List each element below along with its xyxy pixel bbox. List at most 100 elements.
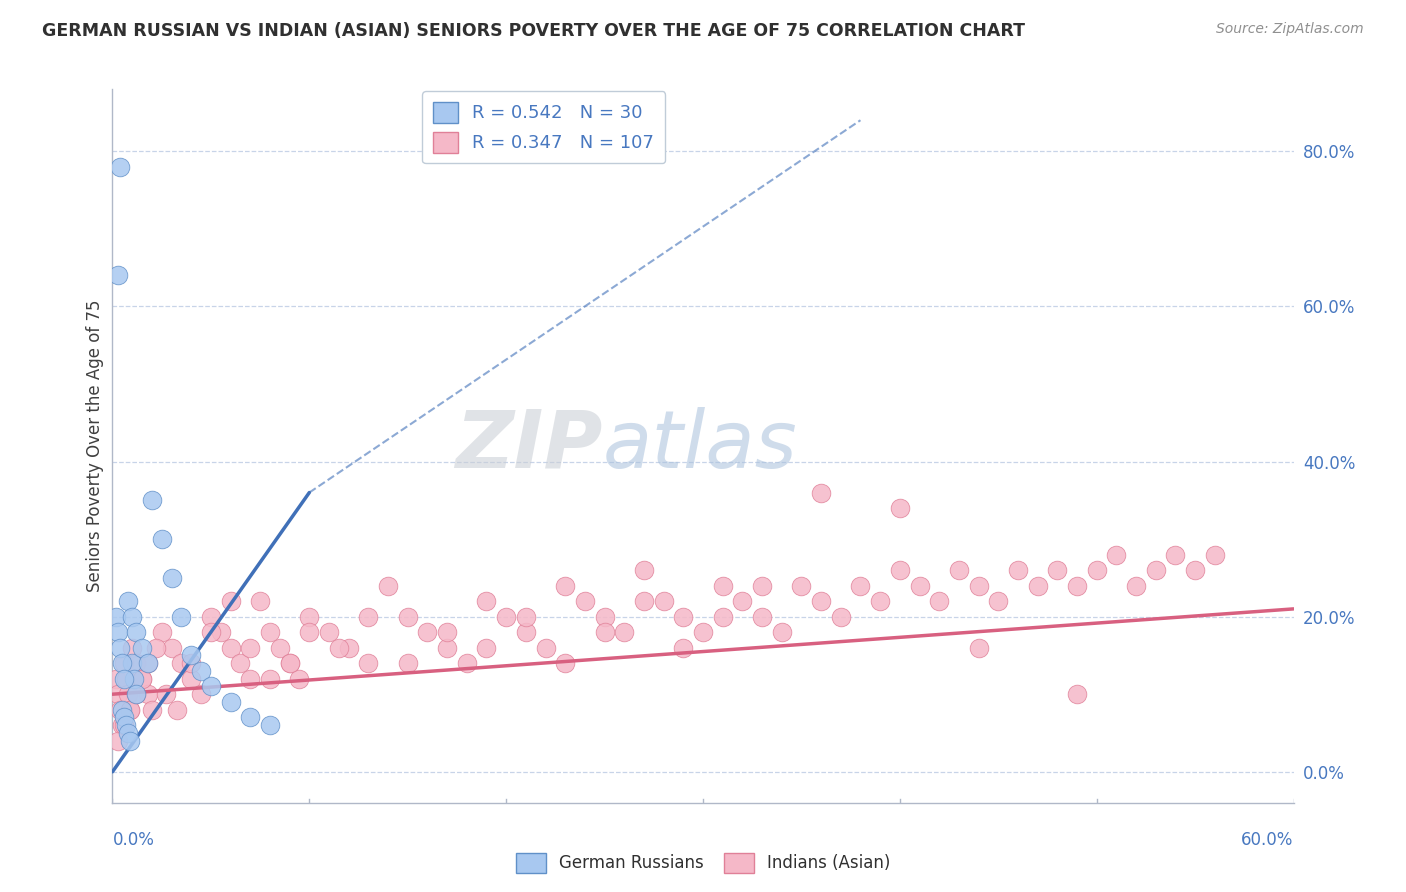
- Point: [810, 485, 832, 500]
- Point: [318, 625, 340, 640]
- Point: [117, 687, 139, 701]
- Point: [150, 532, 173, 546]
- Point: [239, 640, 262, 655]
- Point: [534, 640, 557, 655]
- Point: [574, 594, 596, 608]
- Point: [219, 695, 242, 709]
- Point: [112, 718, 135, 732]
- Point: [1125, 579, 1147, 593]
- Point: [219, 640, 242, 655]
- Point: [170, 656, 193, 670]
- Text: 0.0%: 0.0%: [112, 831, 155, 849]
- Point: [1007, 563, 1029, 577]
- Point: [111, 703, 134, 717]
- Point: [652, 594, 675, 608]
- Point: [456, 656, 478, 670]
- Point: [269, 640, 291, 655]
- Point: [105, 609, 128, 624]
- Point: [948, 563, 970, 577]
- Point: [751, 609, 773, 624]
- Point: [136, 656, 159, 670]
- Point: [120, 733, 142, 747]
- Point: [515, 609, 537, 624]
- Point: [107, 687, 129, 701]
- Point: [711, 609, 734, 624]
- Point: [633, 594, 655, 608]
- Point: [1105, 548, 1128, 562]
- Point: [554, 579, 576, 593]
- Point: [121, 640, 143, 655]
- Point: [1184, 563, 1206, 577]
- Point: [790, 579, 813, 593]
- Text: ZIP: ZIP: [456, 407, 603, 485]
- Point: [190, 664, 212, 678]
- Point: [180, 672, 202, 686]
- Point: [475, 594, 498, 608]
- Point: [1066, 687, 1088, 701]
- Point: [328, 640, 350, 655]
- Legend: R = 0.542   N = 30, R = 0.347   N = 107: R = 0.542 N = 30, R = 0.347 N = 107: [422, 91, 665, 163]
- Point: [180, 656, 202, 670]
- Point: [751, 579, 773, 593]
- Point: [357, 609, 380, 624]
- Point: [249, 594, 271, 608]
- Point: [136, 656, 159, 670]
- Point: [987, 594, 1010, 608]
- Text: GERMAN RUSSIAN VS INDIAN (ASIAN) SENIORS POVERTY OVER THE AGE OF 75 CORRELATION : GERMAN RUSSIAN VS INDIAN (ASIAN) SENIORS…: [42, 22, 1025, 40]
- Point: [166, 703, 188, 717]
- Point: [125, 625, 148, 640]
- Point: [112, 710, 135, 724]
- Point: [298, 625, 321, 640]
- Point: [278, 656, 301, 670]
- Point: [672, 640, 695, 655]
- Point: [889, 563, 911, 577]
- Point: [115, 672, 138, 686]
- Point: [107, 625, 129, 640]
- Point: [711, 579, 734, 593]
- Point: [125, 687, 148, 701]
- Point: [593, 609, 616, 624]
- Point: [1066, 579, 1088, 593]
- Point: [1046, 563, 1069, 577]
- Point: [1164, 548, 1187, 562]
- Point: [160, 640, 183, 655]
- Point: [111, 718, 134, 732]
- Point: [117, 726, 139, 740]
- Point: [200, 609, 222, 624]
- Point: [229, 656, 252, 670]
- Point: [107, 268, 129, 283]
- Point: [110, 703, 132, 717]
- Point: [136, 687, 159, 701]
- Point: [239, 672, 262, 686]
- Point: [145, 640, 167, 655]
- Y-axis label: Seniors Poverty Over the Age of 75: Seniors Poverty Over the Age of 75: [86, 300, 104, 592]
- Point: [1085, 563, 1108, 577]
- Point: [495, 609, 517, 624]
- Point: [200, 625, 222, 640]
- Point: [515, 625, 537, 640]
- Point: [105, 672, 128, 686]
- Point: [115, 718, 138, 732]
- Point: [1026, 579, 1049, 593]
- Point: [770, 625, 793, 640]
- Point: [110, 160, 132, 174]
- Point: [869, 594, 891, 608]
- Point: [200, 680, 222, 694]
- Point: [117, 594, 139, 608]
- Point: [692, 625, 714, 640]
- Text: 60.0%: 60.0%: [1241, 831, 1294, 849]
- Point: [830, 609, 852, 624]
- Point: [889, 501, 911, 516]
- Point: [190, 687, 212, 701]
- Point: [160, 571, 183, 585]
- Point: [209, 625, 232, 640]
- Point: [357, 656, 380, 670]
- Point: [180, 648, 202, 663]
- Point: [107, 733, 129, 747]
- Point: [928, 594, 950, 608]
- Point: [239, 710, 262, 724]
- Point: [593, 625, 616, 640]
- Point: [908, 579, 931, 593]
- Point: [731, 594, 754, 608]
- Point: [112, 656, 135, 670]
